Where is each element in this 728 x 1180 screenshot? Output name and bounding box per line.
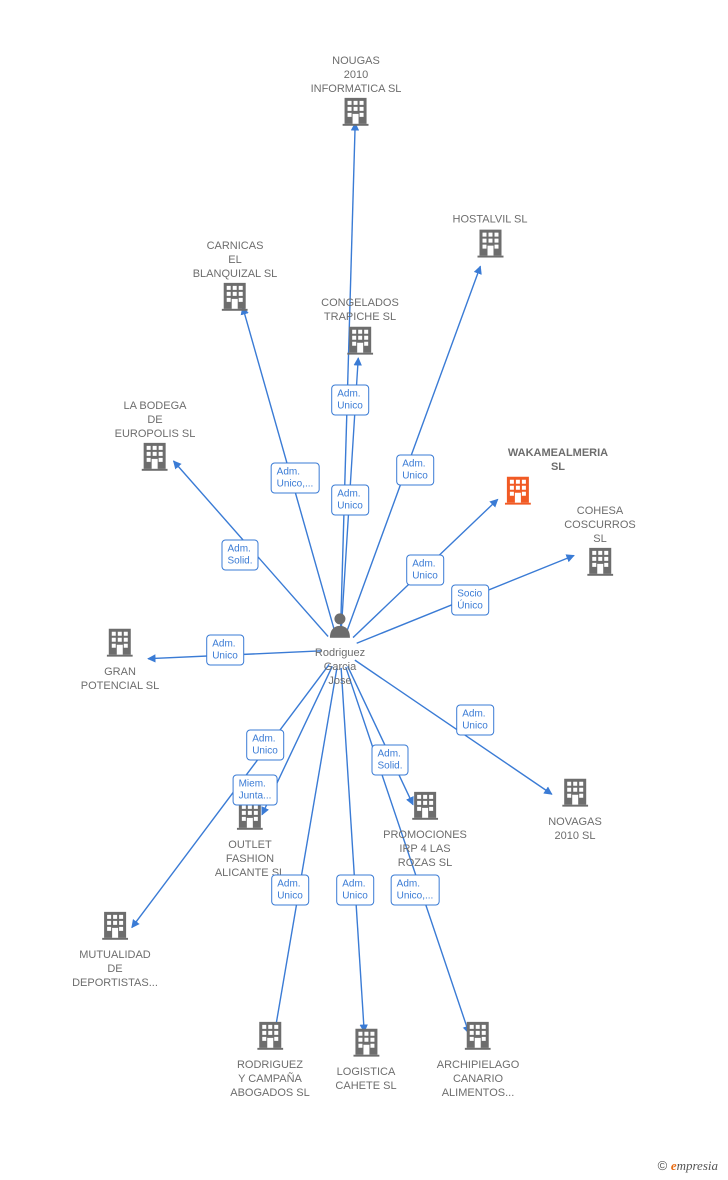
node-label: CARNICASELBLANQUIZAL SL (193, 240, 278, 281)
center-person-node[interactable]: RodriguezGarciaJose (315, 612, 365, 688)
node-label: GRANPOTENCIAL SL (81, 666, 159, 694)
node-label: LA BODEGADEEUROPOLIS SL (115, 400, 196, 441)
node-label: PROMOCIONESIRP 4 LASROZAS SL (383, 829, 467, 870)
building-icon (222, 281, 248, 316)
edge-label: Adm.Unico,... (391, 875, 440, 906)
company-node[interactable]: LOGISTICACAHETE SL (335, 1027, 396, 1094)
copyright-symbol: © (658, 1158, 668, 1173)
edge-label: Adm.Solid. (221, 540, 258, 571)
node-label: HOSTALVIL SL (453, 214, 528, 228)
company-node[interactable]: CONGELADOSTRAPICHE SL (321, 297, 399, 364)
footer-credit: © empresia (658, 1158, 718, 1174)
company-node[interactable]: COHESACOSCURROSSL (564, 505, 636, 585)
brand-rest: mpresia (677, 1158, 718, 1173)
edge-label: Adm.Unico (406, 555, 444, 586)
building-icon (347, 324, 373, 359)
company-node[interactable]: RODRIGUEZY CAMPAÑAABOGADOS SL (230, 1020, 309, 1100)
company-node[interactable]: WAKAMEALMERIASL (468, 447, 568, 514)
edge-label: Adm.Unico (246, 730, 284, 761)
diagram-canvas: RodriguezGarciaJose NOUGAS2010INFORMATICA… (0, 0, 728, 1180)
node-label: RodriguezGarciaJose (315, 647, 365, 688)
edge-label: Adm.Unico (336, 875, 374, 906)
person-icon (329, 612, 351, 643)
node-label: WAKAMEALMERIASL (508, 447, 608, 475)
node-label: CONGELADOSTRAPICHE SL (321, 297, 399, 325)
company-node[interactable]: CARNICASELBLANQUIZAL SL (193, 240, 278, 320)
building-icon (102, 910, 128, 945)
building-icon (353, 1027, 379, 1062)
company-node[interactable]: LA BODEGADEEUROPOLIS SL (115, 400, 196, 480)
company-node[interactable]: NOUGAS2010INFORMATICA SL (311, 55, 402, 135)
edge-label: Miem.Junta... (233, 775, 278, 806)
company-node[interactable]: GRANPOTENCIAL SL (81, 627, 159, 694)
node-label: LOGISTICACAHETE SL (335, 1066, 396, 1094)
edge-label: Adm.Unico (396, 455, 434, 486)
edge-label: Adm.Solid. (371, 745, 408, 776)
building-icon (587, 546, 613, 581)
building-icon (562, 777, 588, 812)
edge-label: Adm.Unico (271, 875, 309, 906)
edge-label: Adm.Unico (206, 635, 244, 666)
edge-line (341, 668, 364, 1032)
node-label: NOUGAS2010INFORMATICA SL (311, 55, 402, 96)
building-icon (142, 441, 168, 476)
edge-label: SocioÚnico (451, 585, 489, 616)
company-node[interactable]: HOSTALVIL SL (453, 214, 528, 267)
company-node[interactable]: PROMOCIONESIRP 4 LASROZAS SL (383, 790, 467, 870)
company-node[interactable]: MUTUALIDADDEDEPORTISTAS... (72, 910, 158, 990)
building-icon (505, 474, 531, 509)
company-node[interactable]: ARCHIPIELAGOCANARIOALIMENTOS... (437, 1020, 520, 1100)
node-label: MUTUALIDADDEDEPORTISTAS... (72, 949, 158, 990)
building-icon (107, 627, 133, 662)
edge-label: Adm.Unico,... (271, 463, 320, 494)
building-icon (477, 227, 503, 262)
node-label: RODRIGUEZY CAMPAÑAABOGADOS SL (230, 1059, 309, 1100)
company-node[interactable]: OUTLETFASHIONALICANTE SL (215, 800, 285, 880)
building-icon (412, 790, 438, 825)
edge-line (341, 123, 356, 632)
node-label: ARCHIPIELAGOCANARIOALIMENTOS... (437, 1059, 520, 1100)
edge-label: Adm.Unico (331, 485, 369, 516)
building-icon (343, 96, 369, 131)
edge-label: Adm.Unico (456, 705, 494, 736)
node-label: NOVAGAS2010 SL (548, 816, 602, 844)
company-node[interactable]: NOVAGAS2010 SL (548, 777, 602, 844)
node-label: COHESACOSCURROSSL (564, 505, 636, 546)
building-icon (465, 1020, 491, 1055)
building-icon (257, 1020, 283, 1055)
edge-label: Adm.Unico (331, 385, 369, 416)
edges-layer (0, 0, 728, 1180)
